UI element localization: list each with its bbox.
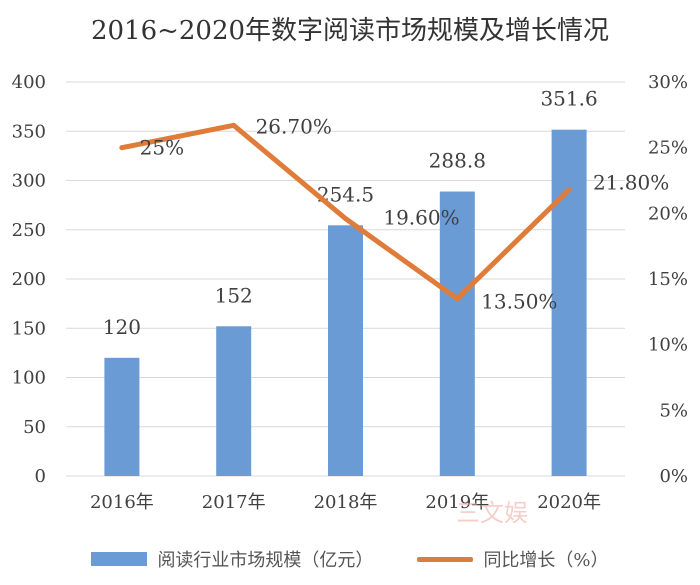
y-tick-label: 300 (12, 171, 46, 192)
y2-tick-label: 25% (648, 138, 688, 159)
legend-label-bar: 阅读行业市场规模（亿元） (157, 550, 374, 571)
line-point (119, 145, 125, 151)
legend-item-line: 同比增长（%） (417, 546, 609, 572)
y2-tick-label: 0% (659, 466, 688, 487)
bar-value-label: 288.8 (429, 149, 486, 173)
bar (104, 357, 140, 476)
x-tick-label: 2018年 (314, 492, 378, 513)
bar-value-label: 351.6 (540, 87, 597, 111)
bar-value-label: 120 (103, 315, 141, 339)
y-tick-label: 50 (23, 417, 46, 438)
y2-tick-label: 30% (648, 72, 688, 93)
legend-item-bar: 阅读行业市场规模（亿元） (91, 546, 373, 572)
bar (439, 191, 475, 477)
line-point (454, 296, 460, 302)
watermark-logo: 三文娱 (456, 499, 528, 527)
line-value-label: 13.50% (481, 290, 557, 314)
line-point (566, 187, 572, 193)
y-tick-label: 0 (35, 466, 46, 487)
y-tick-label: 400 (12, 72, 46, 93)
y2-tick-label: 5% (659, 400, 688, 421)
y2-tick-label: 15% (648, 269, 688, 290)
line-point (343, 216, 348, 222)
y-tick-label: 350 (12, 121, 46, 142)
legend-line-swatch (417, 556, 474, 562)
y2-tick-label: 20% (648, 203, 688, 224)
line-value-label: 25% (140, 136, 184, 160)
y-tick-label: 250 (12, 220, 46, 241)
legend-bar-swatch (91, 552, 148, 566)
bar (216, 326, 252, 476)
line-value-label: 26.70% (256, 114, 332, 138)
bar-value-label: 152 (215, 283, 253, 307)
line-value-label: 19.60% (383, 206, 459, 230)
chart-legend: 阅读行业市场规模（亿元） 同比增长（%） (0, 546, 700, 572)
y-tick-label: 200 (12, 269, 46, 290)
x-tick-label: 2016年 (90, 492, 154, 513)
x-tick-label: 2019年 (425, 492, 489, 513)
y-tick-label: 150 (12, 318, 46, 339)
line-value-label: 21.80% (593, 171, 669, 195)
line-point (231, 122, 237, 128)
chart-title: 2016~2020年数字阅读市场规模及增长情况 (90, 16, 610, 46)
y2-tick-label: 10% (648, 335, 688, 356)
x-tick-label: 2017年 (202, 492, 266, 513)
y-tick-label: 100 (12, 368, 46, 389)
x-tick-label: 2020年 (537, 492, 601, 513)
bar (328, 225, 363, 476)
legend-label-line: 同比增长（%） (483, 550, 609, 571)
